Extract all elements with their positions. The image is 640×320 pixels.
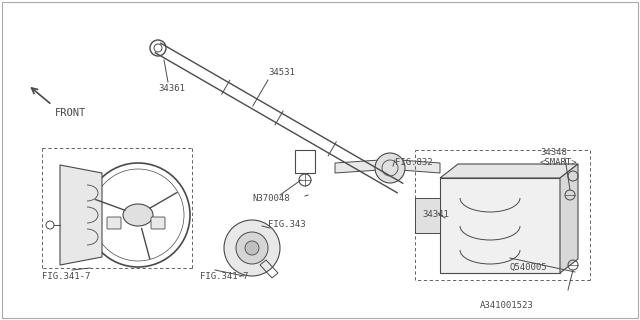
- Polygon shape: [440, 164, 578, 178]
- Circle shape: [224, 220, 280, 276]
- Bar: [440, 178, 560, 273]
- Polygon shape: [60, 165, 102, 265]
- Text: FIG.341-7: FIG.341-7: [200, 272, 248, 281]
- Circle shape: [375, 153, 405, 183]
- Text: <SMART>: <SMART>: [540, 158, 578, 167]
- Text: 34531: 34531: [268, 68, 295, 77]
- Ellipse shape: [123, 204, 153, 226]
- Polygon shape: [415, 198, 440, 233]
- Text: 34341: 34341: [422, 210, 449, 219]
- Text: FIG.341-7: FIG.341-7: [42, 272, 90, 281]
- FancyBboxPatch shape: [107, 217, 121, 229]
- FancyBboxPatch shape: [151, 217, 165, 229]
- Text: N370048: N370048: [252, 194, 290, 203]
- Polygon shape: [400, 160, 440, 173]
- Circle shape: [245, 241, 259, 255]
- Text: 34361: 34361: [158, 84, 185, 93]
- Text: FRONT: FRONT: [55, 108, 86, 118]
- Text: A341001523: A341001523: [480, 301, 534, 310]
- Polygon shape: [335, 160, 380, 173]
- Text: FIG.343: FIG.343: [268, 220, 306, 229]
- Circle shape: [236, 232, 268, 264]
- Text: FIG.832: FIG.832: [395, 158, 433, 167]
- Text: 34348: 34348: [540, 148, 567, 157]
- Text: Q540005: Q540005: [510, 263, 548, 272]
- Polygon shape: [560, 164, 578, 273]
